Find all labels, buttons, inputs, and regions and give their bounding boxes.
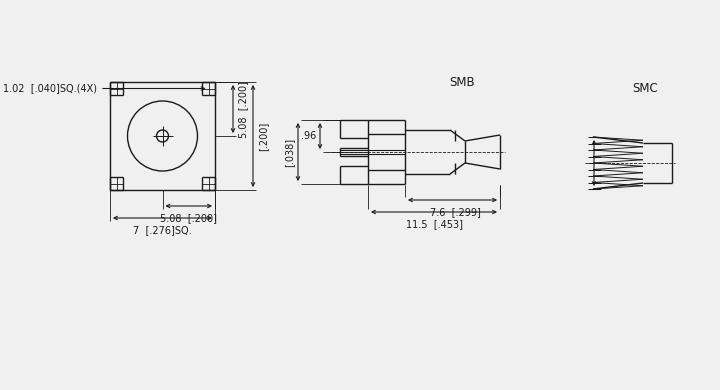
Text: 7  [.276]SQ.: 7 [.276]SQ. (133, 225, 192, 235)
Text: 5.08  [.200]: 5.08 [.200] (238, 80, 248, 138)
Text: 11.5  [.453]: 11.5 [.453] (405, 219, 462, 229)
Text: [.200]: [.200] (258, 121, 268, 151)
Text: .96: .96 (301, 131, 316, 141)
Text: 5.08  [.200]: 5.08 [.200] (161, 213, 217, 223)
Text: SMB: SMB (450, 76, 475, 89)
Text: 1.02  [.040]SQ.(4X): 1.02 [.040]SQ.(4X) (3, 83, 97, 94)
Text: [.038]: [.038] (284, 137, 294, 167)
Text: SMC: SMC (632, 82, 658, 94)
Text: 7.6  [.299]: 7.6 [.299] (430, 207, 481, 217)
